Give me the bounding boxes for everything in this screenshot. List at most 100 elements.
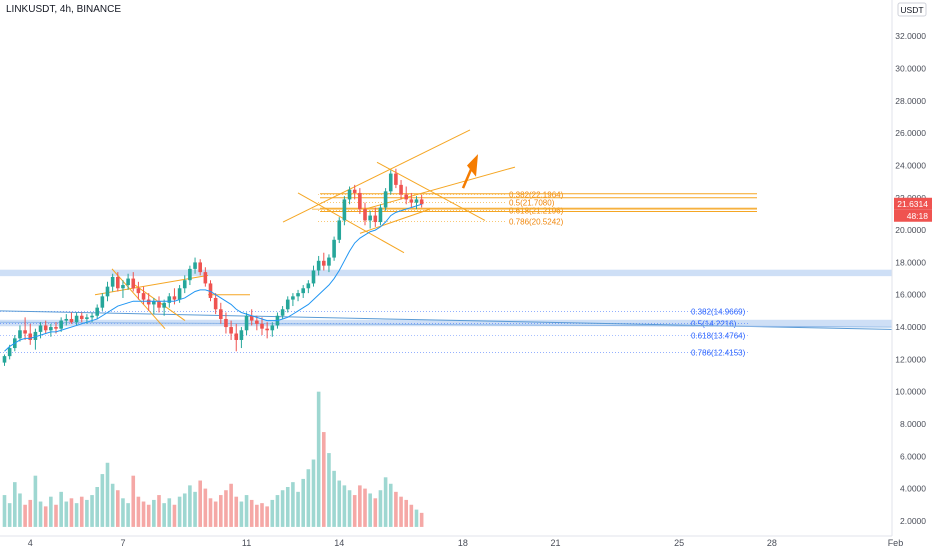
- volume-bar: [141, 501, 146, 527]
- candle-body: [198, 262, 202, 273]
- volume-bar: [203, 488, 208, 527]
- candle-body: [172, 296, 177, 300]
- candle-body: [224, 318, 228, 328]
- volume-bar: [69, 498, 74, 527]
- volume-bar: [260, 503, 264, 527]
- candle-body: [69, 318, 74, 323]
- support-zone-1: [0, 319, 892, 327]
- volume-bar: [347, 490, 352, 527]
- candle-body: [378, 207, 383, 223]
- volume-bar: [291, 482, 295, 527]
- candle-body: [327, 257, 331, 266]
- ema-polyline: [4, 203, 422, 352]
- candle-body: [234, 333, 239, 340]
- candle-body: [105, 286, 110, 297]
- candle-body: [383, 191, 388, 208]
- candle-body: [296, 293, 300, 297]
- candle-body: [301, 288, 305, 294]
- candle-body: [219, 309, 223, 319]
- volume-bar: [296, 491, 300, 527]
- volume-bar: [64, 501, 69, 527]
- candle-body: [43, 325, 48, 331]
- volume-bar: [306, 469, 311, 527]
- candle-body: [59, 320, 63, 329]
- candle-body: [146, 299, 151, 305]
- candle-body: [131, 278, 136, 289]
- candle-body: [306, 283, 311, 289]
- candle-body: [373, 215, 378, 223]
- volume-bar: [332, 470, 336, 527]
- fib-blue-label-0: 0.382(14.9669): [691, 307, 746, 316]
- volume-bar: [388, 483, 393, 527]
- x-tick-label: 14: [334, 538, 344, 548]
- candle-body: [28, 333, 33, 340]
- orange-trendline-7: [376, 161, 486, 221]
- candle-body: [368, 215, 372, 221]
- candle-body: [270, 325, 275, 331]
- y-tick-label: 30.0000: [895, 64, 926, 74]
- candle-body: [265, 328, 269, 331]
- candle-body: [414, 199, 419, 203]
- arrow-head: [467, 154, 478, 177]
- candle-body: [260, 323, 264, 329]
- candle-body: [358, 192, 362, 210]
- candle-body: [7, 348, 12, 357]
- candle-body: [229, 327, 233, 334]
- candle-body: [337, 220, 342, 240]
- candle-body: [342, 199, 347, 221]
- candle-body: [419, 199, 424, 205]
- ema-line: [4, 203, 422, 352]
- blue-trendline-2: [0, 321, 893, 328]
- candle-body: [208, 283, 213, 298]
- candle-body: [23, 330, 27, 334]
- orange-trendline-6: [364, 166, 516, 210]
- price-axis[interactable]: 2.0000 4.0000 6.0000 8.0000 10.0000 12.0000 14…: [891, 0, 932, 550]
- volume-bar: [244, 495, 249, 527]
- candle-body: [213, 297, 218, 310]
- countdown-badge: [894, 209, 932, 222]
- volume-bar: [280, 490, 285, 527]
- volume-bar: [249, 499, 254, 527]
- y-tick-label: 8.0000: [900, 419, 926, 429]
- x-tick-label: Feb: [888, 538, 904, 548]
- volume-bar: [131, 475, 136, 527]
- candle-body: [79, 315, 84, 319]
- candle-body: [388, 173, 393, 192]
- candle-body: [49, 327, 53, 331]
- candle-body: [311, 270, 316, 284]
- candle-body: [152, 301, 156, 305]
- volume-bar: [126, 503, 130, 527]
- candle-body: [33, 331, 38, 340]
- last-price-badge: [894, 197, 932, 210]
- volume-bar: [167, 498, 172, 527]
- candle-body: [352, 189, 357, 193]
- candle-body: [291, 296, 295, 300]
- volume-bar: [162, 503, 166, 527]
- volume-bar: [110, 483, 115, 527]
- candle-body: [322, 260, 326, 266]
- time-axis[interactable]: 47111418212528Feb4: [0, 535, 932, 548]
- candle-body: [126, 278, 130, 286]
- candle-body: [193, 262, 197, 269]
- volume-bar: [224, 490, 228, 527]
- candle-body: [363, 209, 367, 221]
- volume-bar: [373, 498, 378, 527]
- volume-bar: [383, 477, 388, 527]
- volume-bar: [265, 506, 269, 527]
- volume-bar: [49, 496, 53, 527]
- volume-bar: [90, 495, 94, 527]
- y-tick-label: 24.0000: [895, 160, 926, 170]
- volume-bar: [419, 512, 424, 527]
- volume-bar: [213, 501, 218, 527]
- candle-body: [177, 288, 182, 300]
- candle-body: [18, 330, 22, 339]
- candle-body: [157, 301, 161, 308]
- x-tick-label: 21: [551, 538, 561, 548]
- fib-orange-label-3: 0.786(20.5242): [509, 218, 564, 227]
- volume-bar: [275, 495, 280, 527]
- volume-bar: [414, 509, 419, 527]
- candle-body: [203, 272, 208, 284]
- fib-blue-label-2: 0.618(13.4764): [691, 332, 746, 341]
- volume-bar: [327, 453, 331, 527]
